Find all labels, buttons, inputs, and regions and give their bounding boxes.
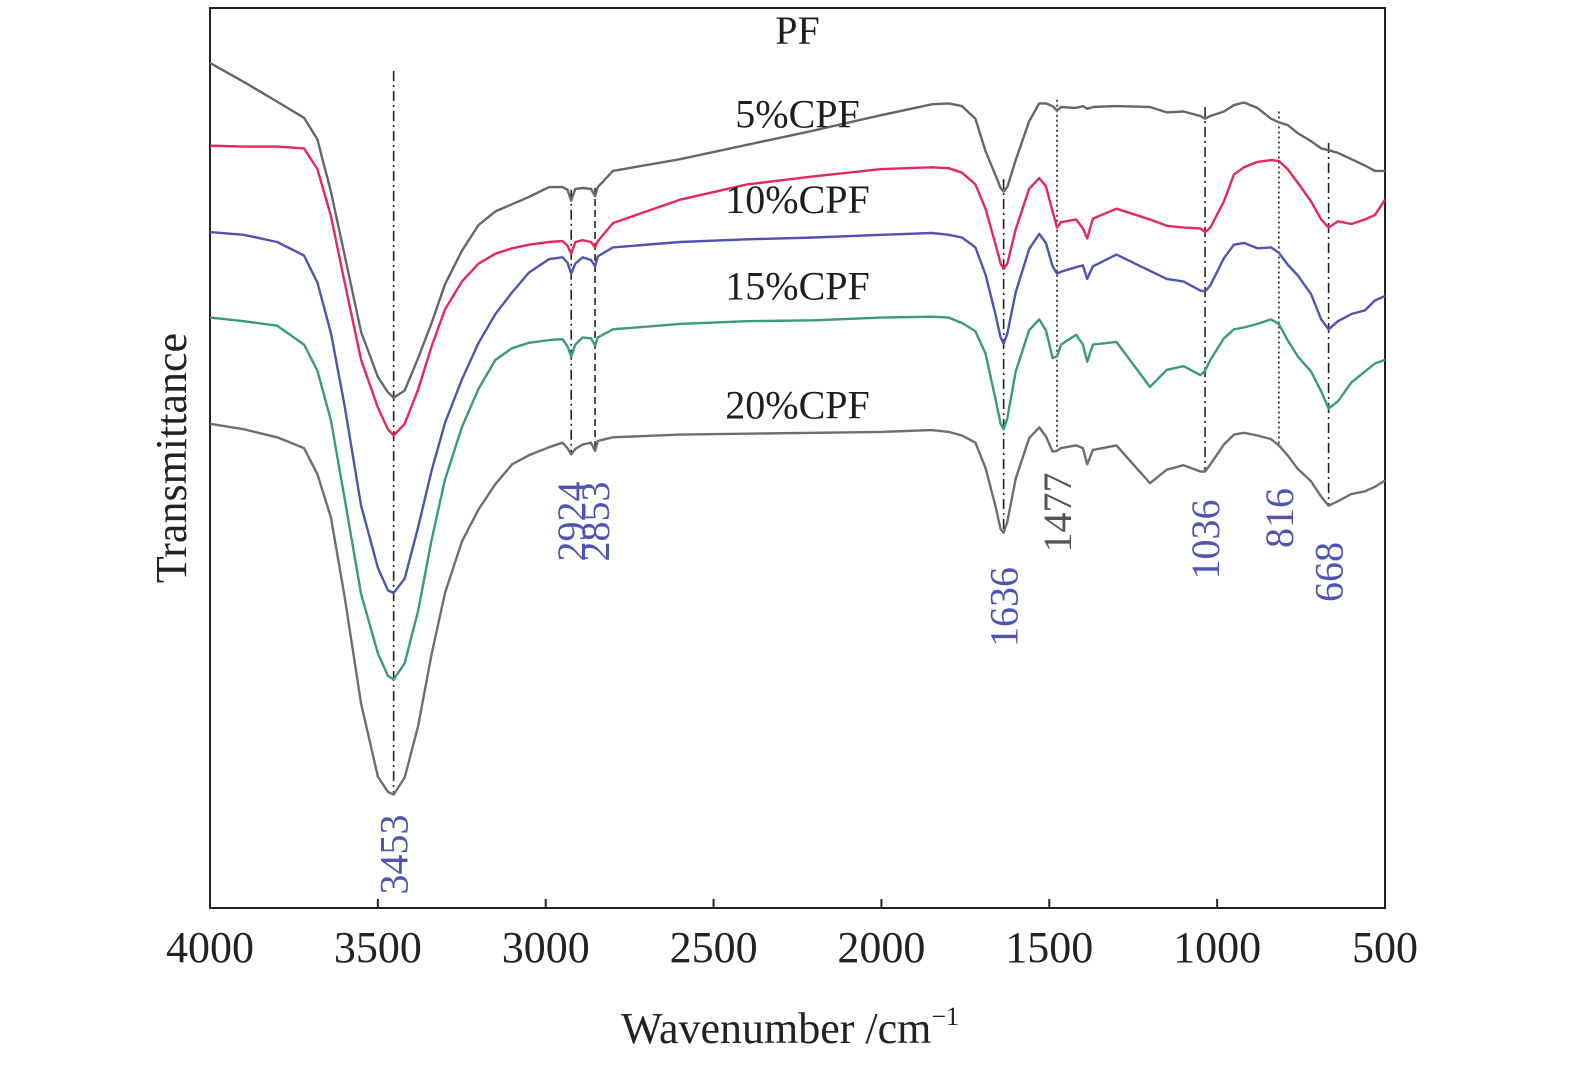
x-tick-label-1500: 1500 xyxy=(1005,923,1093,972)
x-tick-label-3000: 3000 xyxy=(502,923,590,972)
series-label-15pct-cpf: 15%CPF xyxy=(725,264,870,309)
series-label-pf: PF xyxy=(775,8,820,53)
peak-label-816: 816 xyxy=(1257,488,1302,548)
peak-label-1636: 1636 xyxy=(982,567,1027,647)
series-label-10pct-cpf: 10%CPF xyxy=(725,177,870,222)
peak-guide-lines xyxy=(392,71,1330,795)
peak-label-1477: 1477 xyxy=(1035,473,1080,553)
series-labels: PF 5%CPF 10%CPF 15%CPF 20%CPF xyxy=(725,8,870,427)
series-label-5pct-cpf: 5%CPF xyxy=(735,92,860,137)
plot-area-frame xyxy=(209,7,1386,909)
series-label-20pct-cpf: 20%CPF xyxy=(725,382,870,427)
series-pf xyxy=(209,61,1385,399)
peak-label-1036: 1036 xyxy=(1183,500,1228,580)
series-15pct-cpf xyxy=(209,315,1386,681)
series-5pct-cpf xyxy=(209,144,1387,437)
x-axis-title: Wavenumber /cm−1 xyxy=(621,1002,959,1053)
peak-label-3453: 3453 xyxy=(372,815,417,895)
series-20pct-cpf xyxy=(209,422,1386,796)
peak-label-668: 668 xyxy=(1307,542,1352,602)
x-tick-label-3500: 3500 xyxy=(334,923,422,972)
spectra-series xyxy=(209,61,1387,796)
y-axis-title: Transmittance xyxy=(147,333,196,583)
x-tick-label-500: 500 xyxy=(1352,923,1418,972)
x-tick-label-2000: 2000 xyxy=(837,923,925,972)
x-tick-label-1000: 1000 xyxy=(1173,923,1261,972)
series-10pct-cpf xyxy=(209,230,1386,595)
x-tick-label-4000: 4000 xyxy=(166,923,254,972)
x-tick-label-2500: 2500 xyxy=(670,923,758,972)
peak-label-2924: 2924 xyxy=(549,482,594,562)
x-axis: 4000 3500 3000 2500 2000 1500 1000 500 xyxy=(166,899,1418,972)
peak-label-2853: 2853 xyxy=(573,482,618,562)
